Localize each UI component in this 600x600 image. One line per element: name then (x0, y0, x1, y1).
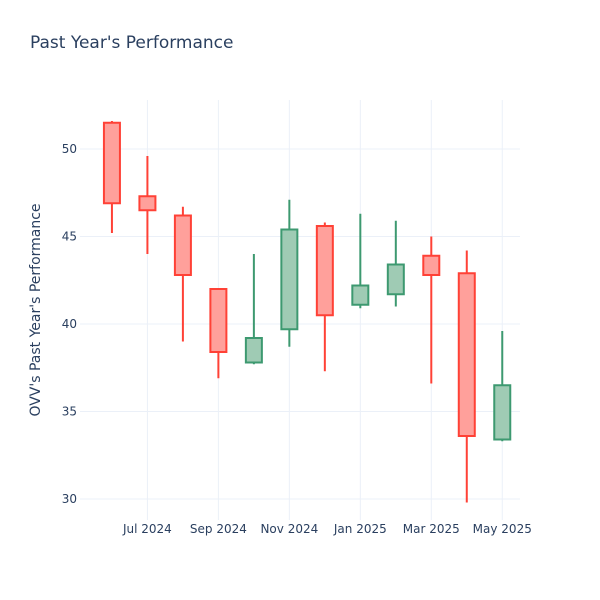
y-tick-label: 40 (62, 317, 77, 331)
candle-body (457, 272, 476, 437)
x-axis-ticks: Jul 2024 Sep 2024 Nov 2024 Jan 2025 Mar 2025… (122, 522, 532, 536)
y-tick-label: 50 (62, 142, 77, 156)
x-tick-label: Jan 2025 (333, 522, 387, 536)
candle-body (315, 225, 334, 317)
candle-body (173, 214, 192, 276)
candle-increasing (493, 331, 512, 442)
candle-decreasing (209, 288, 228, 379)
candle-increasing (386, 220, 405, 307)
y-tick-label: 35 (62, 405, 77, 419)
x-tick-label: Sep 2024 (190, 522, 247, 536)
y-tick-label: 30 (62, 492, 77, 506)
candle-decreasing (138, 156, 157, 254)
candle-decreasing (315, 222, 334, 372)
grid-lines (80, 100, 520, 520)
candle-increasing (351, 213, 370, 309)
candles (102, 121, 512, 503)
candle-increasing (244, 254, 263, 365)
x-tick-label: May 2025 (473, 522, 532, 536)
candle-body (386, 263, 405, 296)
candle-body (138, 195, 157, 212)
candle-body (280, 228, 299, 331)
candle-decreasing (102, 121, 121, 233)
candle-body (102, 121, 121, 205)
candle-increasing (280, 199, 299, 347)
candle-body (351, 284, 370, 306)
candle-decreasing (457, 250, 476, 503)
candle-body (493, 384, 512, 441)
candle-decreasing (422, 236, 441, 384)
y-tick-label: 45 (62, 230, 77, 244)
candle-decreasing (173, 206, 192, 342)
candle-body (422, 254, 441, 276)
x-tick-label: Jul 2024 (122, 522, 172, 536)
candle-body (209, 288, 228, 353)
x-tick-label: Mar 2025 (403, 522, 460, 536)
y-axis-ticks: 30 35 40 45 50 (62, 142, 77, 506)
candle-body (244, 337, 263, 364)
x-tick-label: Nov 2024 (260, 522, 318, 536)
chart-title: Past Year's Performance (30, 33, 234, 53)
